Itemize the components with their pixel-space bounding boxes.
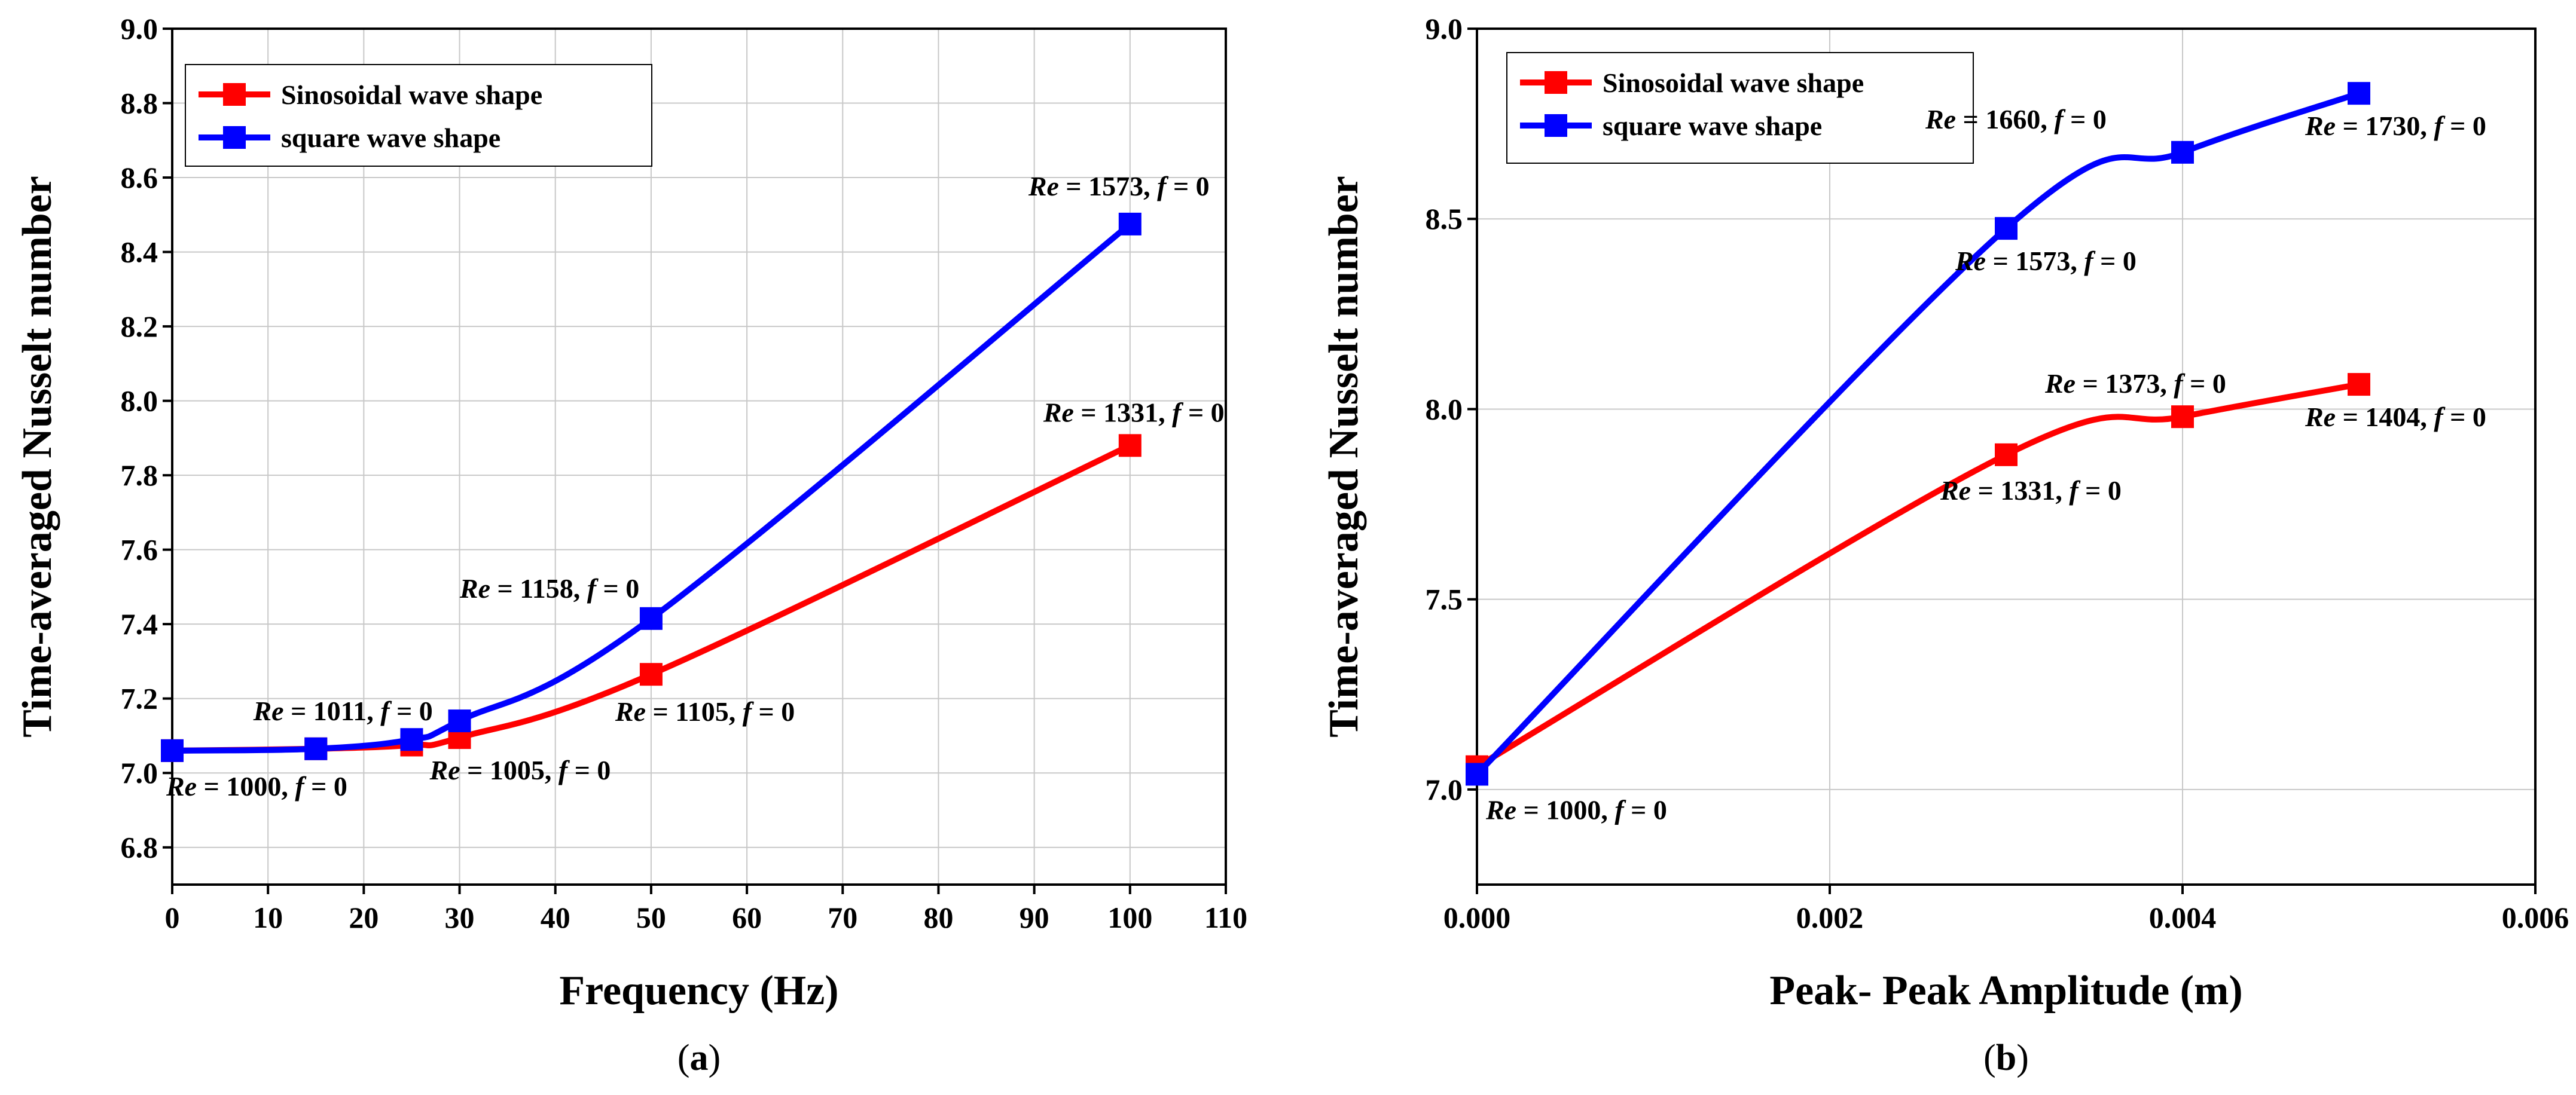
point-annotation: Re = 1660, f = 0 [1925,104,2107,134]
legend-entry: Sinosoidal wave shape [281,79,542,110]
x-tick-label: 50 [636,901,666,934]
x-tick-label: 90 [1020,901,1049,934]
plot-frame [171,27,1227,886]
data-point-square [2348,82,2370,105]
data-point-sinusoidal [2348,373,2370,396]
panel-label: (a) [677,1038,721,1078]
legend-swatch-marker [1545,71,1567,94]
x-tick-label: 110 [1204,901,1247,934]
legend-entry: square wave shape [281,123,500,153]
point-annotation: Re = 1000, f = 0 [1485,794,1667,825]
y-tick-label: 7.0 [1426,773,1463,806]
y-tick-label: 7.0 [121,756,158,790]
x-tick-label: 40 [541,901,570,934]
point-annotation: Re = 1404, f = 0 [2305,402,2486,432]
y-tick-label: 8.4 [121,235,158,269]
data-point-sinusoidal [2171,405,2194,429]
x-tick-label: 0.004 [2149,901,2217,934]
point-annotation: Re = 1573, f = 0 [1955,246,2137,276]
legend-box [1506,52,1974,164]
x-tick-label: 80 [923,901,953,934]
data-point-square [161,739,184,762]
legend-entry: square wave shape [1603,111,1822,141]
x-tick-label: 70 [828,901,857,934]
y-tick-label: 8.8 [121,87,158,120]
point-annotation: Re = 1011, f = 0 [252,696,432,726]
chart-panel-b: 0.000 0.002 0.004 0.006 7.0 7.5 8.0 8.5 9.0 Peak-… [1321,12,2569,1078]
y-tick-label: 7.4 [121,607,158,641]
panel-label: (b) [1983,1038,2029,1078]
series-line-square [1475,90,2360,776]
legend-entry: Sinosoidal wave shape [1603,68,1864,98]
y-tick-label: 9.0 [1426,12,1463,45]
y-tick-label: 8.6 [121,161,158,194]
panel-letter: a [690,1038,709,1078]
chart-panel-a: 0 10 20 30 40 50 60 70 80 90 100 110 6.8 7.0 7.2 7.4 7.6… [14,12,1247,1078]
x-tick-label: 0.006 [2502,901,2569,934]
y-tick-label: 6.8 [121,831,158,864]
y-axis-label: Time-averaged Nusselt number [14,176,60,738]
point-annotation: Re = 1573, f = 0 [1028,171,1210,201]
y-tick-label: 8.0 [1426,392,1463,426]
legend: Sinosoidal wave shape square wave shape [1506,52,1974,164]
data-point-square [1466,763,1488,786]
x-tick-label: 0 [165,901,180,934]
data-point-square [1995,217,2018,240]
x-tick-label: 100 [1107,901,1152,934]
legend-box [185,64,652,167]
point-annotation: Re = 1373, f = 0 [2044,368,2226,399]
x-tick-label: 10 [253,901,283,934]
y-axis-label: Time-averaged Nusselt number [1321,176,1367,738]
y-tick-label: 8.0 [121,384,158,418]
x-tick-label: 0.002 [1796,901,1864,934]
legend-swatch-marker [223,126,246,149]
y-tick-label: 7.5 [1426,583,1463,616]
y-tick-label: 7.2 [121,682,158,715]
data-point-sinusoidal [1995,443,2018,466]
data-point-square [400,728,423,751]
data-point-square [304,737,328,760]
x-tick-label: 60 [732,901,762,934]
legend-swatch-marker [1545,114,1567,137]
point-annotation: Re = 1000, f = 0 [166,771,347,802]
point-annotation: Re = 1005, f = 0 [429,755,611,785]
x-tick-label: 0.000 [1443,901,1511,934]
data-point-square [2171,140,2194,164]
plot-frame [1476,27,2537,886]
point-annotation: Re = 1730, f = 0 [2305,111,2486,141]
series-line-sinusoidal [1475,381,2360,770]
point-annotation: Re = 1105, f = 0 [615,696,795,727]
data-point-sinusoidal [1118,434,1142,457]
y-tick-label: 7.6 [121,533,158,567]
data-point-sinusoidal [639,663,663,686]
x-tick-label: 30 [445,901,475,934]
x-axis-label: Peak- Peak Amplitude (m) [1769,968,2242,1014]
data-point-square [1118,212,1142,235]
y-tick-label: 9.0 [121,12,158,45]
data-point-square [639,607,663,630]
data-point-square [448,709,471,733]
plot-area [172,29,1226,885]
x-axis-label: Frequency (Hz) [559,968,838,1014]
legend: Sinosoidal wave shape square wave shape [185,64,652,167]
x-tick-label: 20 [349,901,379,934]
point-annotation: Re = 1158, f = 0 [459,573,639,604]
point-annotation: Re = 1331, f = 0 [1940,475,2122,506]
legend-swatch-marker [223,83,246,106]
panel-letter: b [1996,1038,2016,1078]
y-tick-label: 8.5 [1426,202,1463,235]
point-annotation: Re = 1331, f = 0 [1043,397,1225,427]
y-tick-label: 7.8 [121,458,158,492]
y-tick-label: 8.2 [121,310,158,343]
